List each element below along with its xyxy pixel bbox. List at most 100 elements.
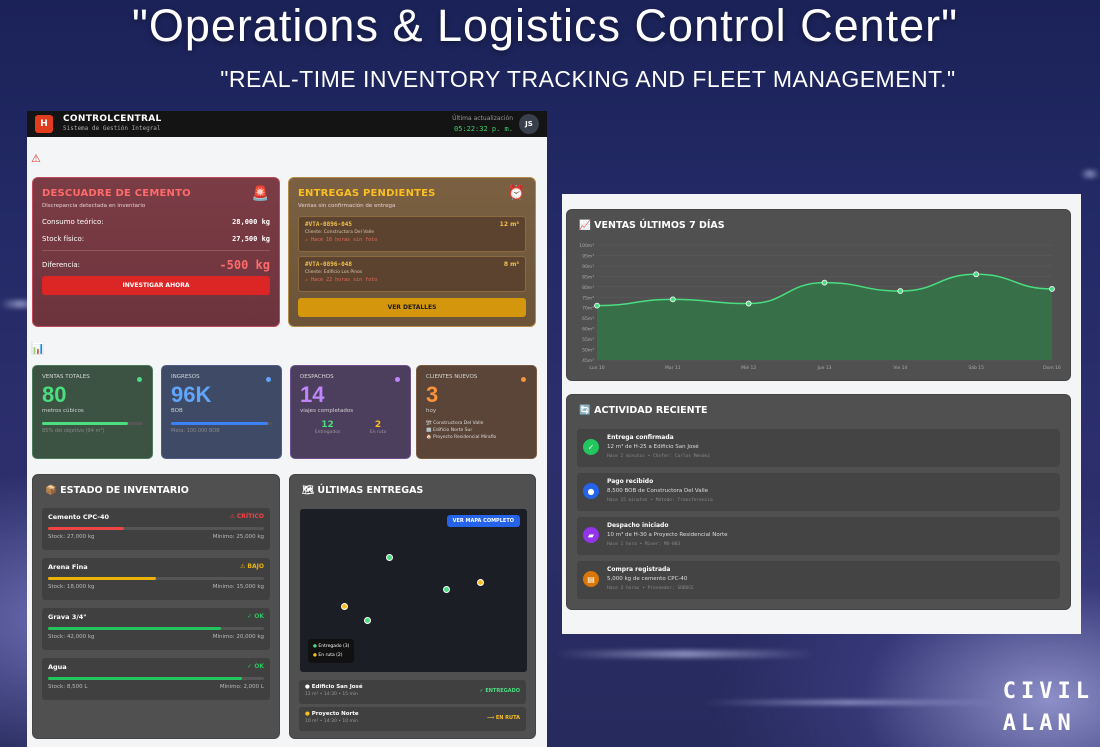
bg-streak	[555, 650, 815, 658]
bg-streak	[1080, 170, 1100, 178]
activity-icon: ▰	[583, 527, 599, 543]
y-tick-label: 45m³	[582, 358, 594, 364]
sales-point	[594, 302, 600, 309]
cement-alert-title: DESCUADRE DE CEMENTO	[42, 188, 191, 199]
map-legend: ● Entregado (3) ● En ruta (2)	[308, 639, 355, 663]
inventory-title: 📦 ESTADO DE INVENTARIO	[45, 485, 189, 496]
x-tick-label: Vie 14	[893, 365, 907, 371]
x-tick-label: Mar 11	[665, 365, 681, 371]
alarm-clock-icon: ⏰	[507, 185, 525, 201]
refresh-icon: 🔄	[579, 405, 591, 416]
sales-point	[669, 296, 676, 303]
brand-watermark: CIVIL ALAN	[1002, 679, 1094, 736]
y-tick-label: 80m³	[582, 285, 594, 291]
sales-point	[897, 288, 904, 294]
kpi-sales: VENTAS TOTALES 80 metros cúbicos 85% del…	[32, 365, 153, 459]
deliveries-map-title: 🗺 ÚLTIMAS ENTREGAS	[302, 485, 424, 496]
y-tick-label: 95m³	[582, 253, 594, 259]
pending-order[interactable]: #VTA-0896-045 12 m³ Cliente: Constructor…	[298, 216, 526, 252]
map-marker-en-route[interactable]	[477, 579, 484, 586]
kpi-revenue: INGRESOS 96K BOB Meta: 100,000 BOB	[161, 365, 282, 459]
app-name: CONTROLCENTRAL	[63, 114, 162, 124]
x-tick-label: Lun 10	[589, 365, 604, 371]
y-tick-label: 75m³	[582, 295, 594, 301]
pending-deliveries-card: ENTREGAS PENDIENTES Ventas sin confirmac…	[288, 177, 536, 327]
activity-icon: ●	[583, 483, 599, 499]
box-icon: 📦	[45, 485, 57, 496]
y-tick-label: 85m³	[582, 274, 594, 280]
user-avatar[interactable]: JS	[519, 114, 539, 134]
map-marker-delivered[interactable]	[364, 617, 371, 624]
activity-panel: 🔄 ACTIVIDAD RECIENTE ✓ Entrega confirmada…	[566, 394, 1071, 610]
kpi-dispatches: DESPACHOS 14 viajes completados 12 Entreg…	[290, 365, 411, 459]
physical-row: Stock físico: 27,500 kg	[42, 235, 270, 243]
inventory-item[interactable]: Arena Fina ⚠ BAJO Stock: 18,000 kg Mínimo: …	[42, 558, 270, 600]
activity-item[interactable]: ✓ Entrega confirmada 12 m³ de H-25 a Edifi…	[577, 429, 1060, 467]
map-icon: 🗺	[302, 485, 315, 496]
sales-chart-panel: 📈 VENTAS ÚLTIMOS 7 DÍAS 100m³ 95m³ 90m³ 85m…	[566, 209, 1071, 381]
pending-deliveries-desc: Ventas sin confirmación de entrega	[298, 203, 396, 209]
x-tick-label: Dom 16	[1043, 365, 1061, 371]
chart-section-icon: 📊	[31, 342, 45, 355]
y-tick-label: 50m³	[582, 348, 594, 354]
y-tick-label: 90m³	[582, 264, 594, 270]
y-tick-label: 65m³	[582, 316, 594, 322]
view-details-button[interactable]: VER DETALLES	[298, 298, 526, 317]
activity-item[interactable]: ● Pago recibido 8,500 BOB de Constructora …	[577, 473, 1060, 511]
sales-chart-title: 📈 VENTAS ÚLTIMOS 7 DÍAS	[579, 220, 725, 231]
trend-icon: 📈	[579, 220, 591, 231]
delivery-map[interactable]: VER MAPA COMPLETO ● Entregado (3) ● En r…	[300, 509, 527, 672]
inventory-item[interactable]: Agua ✓ OK Stock: 8,500 L Mínimo: 2,000 L	[42, 658, 270, 700]
inventory-item[interactable]: Cemento CPC-40 ⚠ CRÍTICO Stock: 27,000 kg M…	[42, 508, 270, 550]
delivery-item[interactable]: ● Edificio San José 12 m³ • 14:30 • 15 m…	[299, 680, 526, 704]
y-tick-label: 100m³	[579, 243, 594, 249]
activity-item[interactable]: ▰ Despacho iniciado 10 m³ de H-30 a Proyec…	[577, 517, 1060, 555]
sales-point	[821, 279, 828, 286]
inventory-panel: 📦 ESTADO DE INVENTARIO Cemento CPC-40 ⚠ C…	[32, 474, 280, 739]
map-marker-en-route[interactable]	[341, 603, 348, 610]
investigate-button[interactable]: INVESTIGAR AHORA	[42, 276, 270, 295]
app-logo[interactable]: H	[35, 115, 53, 133]
kpi-new-clients: CLIENTES NUEVOS 3 hoy 🏗 Constructora Del…	[416, 365, 537, 459]
top-bar: H CONTROLCENTRAL Sistema de Gestión Inte…	[27, 111, 547, 137]
y-tick-label: 70m³	[582, 306, 594, 312]
sales-area	[597, 274, 1052, 360]
sales-point	[745, 300, 752, 307]
update-time: 05:22:32 p. m.	[453, 125, 513, 133]
cement-alert-desc: Discrepancia detectada en inventario	[42, 203, 146, 209]
activity-icon: ▤	[583, 571, 599, 587]
deliveries-map-panel: 🗺 ÚLTIMAS ENTREGAS VER MAPA COMPLETO ● E…	[289, 474, 536, 739]
y-tick-label: 60m³	[582, 327, 594, 333]
app-subtitle: Sistema de Gestión Integral	[63, 125, 161, 132]
y-tick-label: 55m³	[582, 337, 594, 343]
view-full-map-button[interactable]: VER MAPA COMPLETO	[446, 515, 520, 527]
delivery-item[interactable]: ● Proyecto Norte 10 m³ • 14:30 • 10 min …	[299, 707, 526, 731]
pending-order[interactable]: #VTA-0896-048 8 m³ Cliente: Edificio Los…	[298, 256, 526, 292]
x-tick-label: Jue 13	[816, 365, 831, 371]
main-dashboard: H CONTROLCENTRAL Sistema de Gestión Inte…	[27, 111, 547, 747]
map-marker-delivered[interactable]	[443, 586, 450, 593]
activity-icon: ✓	[583, 439, 599, 455]
pending-deliveries-title: ENTREGAS PENDIENTES	[298, 188, 436, 199]
update-label: Última actualización	[452, 115, 513, 122]
alert-section-icon: ⚠	[31, 152, 41, 165]
hero-subtitle: "REAL-TIME INVENTORY TRACKING AND FLEET …	[220, 66, 956, 92]
sales-point	[973, 271, 980, 278]
map-marker-delivered[interactable]	[386, 554, 393, 561]
hero-title: "Operations & Logistics Control Center"	[131, 0, 959, 51]
difference-row: Diferencia: -500 kg	[42, 258, 270, 272]
sales-area-chart[interactable]: 100m³ 95m³ 90m³ 85m³ 80m³ 75m³ 70m³ 65m³ 60m³ 55m…	[567, 210, 1072, 382]
inventory-item[interactable]: Grava 3/4" ✓ OK Stock: 42,000 kg Mínimo: 20…	[42, 608, 270, 650]
activity-title: 🔄 ACTIVIDAD RECIENTE	[579, 405, 708, 416]
bg-streak	[0, 300, 40, 308]
divider	[42, 250, 270, 251]
cement-alert-card: DESCUADRE DE CEMENTO Discrepancia detect…	[32, 177, 280, 327]
secondary-dashboard: 📈 VENTAS ÚLTIMOS 7 DÍAS 100m³ 95m³ 90m³ 85m…	[562, 194, 1081, 634]
bg-streak	[700, 700, 1000, 705]
sales-point	[1049, 286, 1055, 292]
x-tick-label: Sáb 15	[968, 364, 984, 371]
siren-icon: 🚨	[251, 186, 269, 202]
theoretical-row: Consumo teórico: 28,000 kg	[42, 218, 270, 226]
x-tick-label: Mié 12	[741, 364, 756, 371]
activity-item[interactable]: ▤ Compra registrada 5,000 kg de cemento CP…	[577, 561, 1060, 599]
